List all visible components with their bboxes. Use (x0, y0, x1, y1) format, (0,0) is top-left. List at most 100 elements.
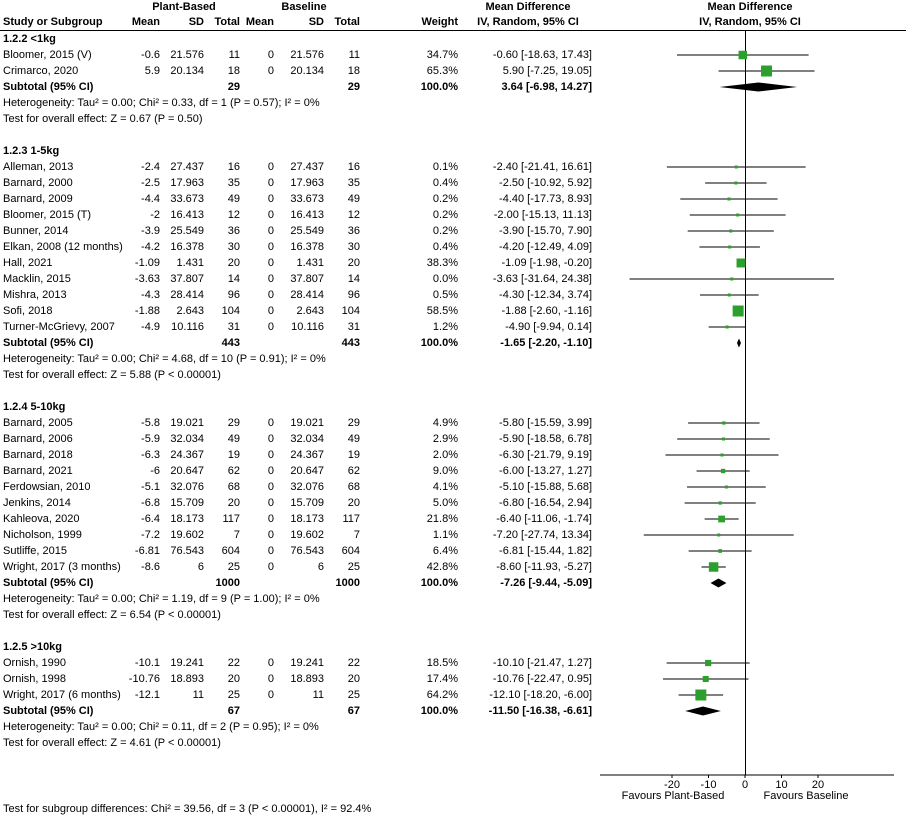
plant-mean: -2 (150, 209, 160, 221)
plant-sd: 15.709 (170, 497, 204, 509)
weight-value: 5.0% (432, 497, 458, 509)
subgroup-label: 1.2.4 5-10kg (3, 401, 66, 413)
study-name: Barnard, 2000 (3, 177, 73, 189)
subtotal-plant-total: 1000 (215, 577, 240, 589)
subtotal-label: Subtotal (95% CI) (3, 81, 94, 93)
study-row: Crimarco, 2020 5.9 20.134 18 0 20.134 18 65.3% 5… (0, 63, 906, 79)
subtotal-weight: 100.0% (420, 705, 458, 717)
plant-total: 19 (227, 449, 240, 461)
study-row: Ferdowsian, 2010 -5.1 32.076 68 0 32.076 68 4.1… (0, 479, 906, 495)
cell (244, 335, 278, 351)
baseline-mean: 0 (267, 513, 274, 525)
baseline-sd: 32.034 (290, 433, 324, 445)
study-name: Wright, 2017 (6 months) (3, 689, 121, 701)
overall-effect-text: Test for overall effect: Z = 4.61 (P < 0… (3, 737, 221, 749)
subtotal-plant-total: 29 (227, 81, 240, 93)
weight-value: 0.1% (432, 161, 458, 173)
cell (244, 575, 278, 591)
plant-sd: 33.673 (170, 193, 204, 205)
baseline-sd: 20.647 (290, 465, 324, 477)
subtotal-ci-text: -1.65 [-2.20, -1.10] (500, 337, 592, 349)
md-ci-text: -6.40 [-11.06, -1.74] (496, 513, 592, 525)
plant-total: 25 (227, 689, 240, 701)
study-row: Kahleova, 2020 -6.4 18.173 117 0 18.173 117 21.… (0, 511, 906, 527)
baseline-sd: 28.414 (290, 289, 324, 301)
baseline-mean: 0 (267, 497, 274, 509)
heterogeneity-text: Heterogeneity: Tau² = 0.00; Chi² = 1.19,… (3, 593, 320, 605)
plant-sd: 20.647 (170, 465, 204, 477)
subtotal-baseline-total: 443 (341, 337, 360, 349)
col-baseline-sd: SD (308, 16, 324, 28)
baseline-mean: 0 (267, 161, 274, 173)
study-name: Kahleova, 2020 (3, 513, 80, 525)
plant-mean: 5.9 (144, 65, 160, 77)
weight-value: 1.2% (432, 321, 458, 333)
subtotal-weight: 100.0% (420, 577, 458, 589)
baseline-sd: 19.241 (290, 657, 324, 669)
study-name: Macklin, 2015 (3, 273, 71, 285)
baseline-mean: 0 (267, 321, 274, 333)
axis-tick-label: 0 (742, 779, 748, 791)
subgroup-header-row: 1.2.5 >10kg (0, 639, 906, 655)
weight-value: 0.2% (432, 225, 458, 237)
heterogeneity-row: Heterogeneity: Tau² = 0.00; Chi² = 0.11,… (0, 719, 906, 735)
md-ci-text: -6.80 [-16.54, 2.94] (499, 497, 592, 509)
plant-total: 14 (227, 273, 240, 285)
weight-value: 0.5% (432, 289, 458, 301)
plant-sd: 10.116 (171, 321, 204, 333)
plant-mean: -2.5 (141, 177, 160, 189)
weight-value: 0.0% (432, 273, 458, 285)
subtotal-weight: 100.0% (420, 81, 458, 93)
cell (164, 335, 208, 351)
weight-value: 17.4% (426, 673, 458, 685)
cell (124, 335, 164, 351)
study-row: Barnard, 2021 -6 20.647 62 0 20.647 62 9.0% -6.0… (0, 463, 906, 479)
plant-mean: -6.81 (134, 545, 160, 557)
spacer-row (0, 751, 906, 767)
baseline-mean: 0 (267, 209, 274, 221)
plant-sd: 16.378 (170, 241, 204, 253)
study-row: Ornish, 1990 -10.1 19.241 22 0 19.241 22 18.5% -… (0, 655, 906, 671)
plant-total: 20 (227, 673, 240, 685)
header-column-row: Study or Subgroup Mean SD Total Mean SD … (0, 15, 906, 30)
baseline-mean: 0 (267, 689, 274, 701)
study-name: Ornish, 1990 (3, 657, 66, 669)
cell (0, 751, 124, 767)
plant-mean: -6.3 (141, 449, 160, 461)
overall-effect-row: Test for overall effect: Z = 0.67 (P = 0… (0, 111, 906, 127)
study-row: Alleman, 2013 -2.4 27.437 16 0 27.437 16 0.1% -2… (0, 159, 906, 175)
md-ci-text: -2.00 [-15.13, 11.13] (493, 209, 592, 221)
md-ci-text: -3.90 [-15.70, 7.90] (499, 225, 592, 237)
weight-value: 0.2% (432, 209, 458, 221)
overall-effect-row: Test for overall effect: Z = 5.88 (P < 0… (0, 367, 906, 383)
baseline-sd: 24.367 (290, 449, 324, 461)
plant-total: 7 (233, 529, 240, 541)
plant-total: 29 (227, 417, 240, 429)
plant-total: 11 (228, 49, 240, 61)
baseline-sd: 11 (312, 689, 324, 701)
baseline-total: 20 (347, 257, 360, 269)
col-iv-random-ci-plot: IV, Random, 95% CI (699, 16, 801, 28)
plant-mean: -10.1 (134, 657, 160, 669)
subtotal-row: Subtotal (95% CI) 1000 1000 100.0% -7.26 [-9… (0, 575, 906, 591)
study-row: Sofi, 2018 -1.88 2.643 104 0 2.643 104 58.5% -1.… (0, 303, 906, 319)
baseline-total: 16 (347, 161, 360, 173)
md-ci-text: -7.20 [-27.74, 13.34] (492, 529, 592, 541)
plant-total: 49 (227, 193, 240, 205)
study-row: Ornish, 1998 -10.76 18.893 20 0 18.893 20 17.4%… (0, 671, 906, 687)
favours-left-label: Favours Plant-Based (621, 790, 725, 802)
baseline-total: 68 (347, 481, 360, 493)
weight-value: 18.5% (426, 657, 458, 669)
baseline-sd: 33.673 (290, 193, 324, 205)
plant-sd: 76.543 (170, 545, 204, 557)
study-name: Nicholson, 1999 (3, 529, 82, 541)
overall-effect-row: Test for overall effect: Z = 4.61 (P < 0… (0, 735, 906, 751)
plant-total: 117 (222, 513, 240, 525)
subtotal-ci-text: 3.64 [-6.98, 14.27] (501, 81, 592, 93)
plant-sd: 32.076 (170, 481, 204, 493)
plant-total: 49 (227, 433, 240, 445)
md-ci-text: -12.10 [-18.20, -6.00] (489, 689, 592, 701)
plant-mean: -5.1 (141, 481, 160, 493)
baseline-sd: 76.543 (290, 545, 324, 557)
plant-total: 18 (227, 65, 240, 77)
